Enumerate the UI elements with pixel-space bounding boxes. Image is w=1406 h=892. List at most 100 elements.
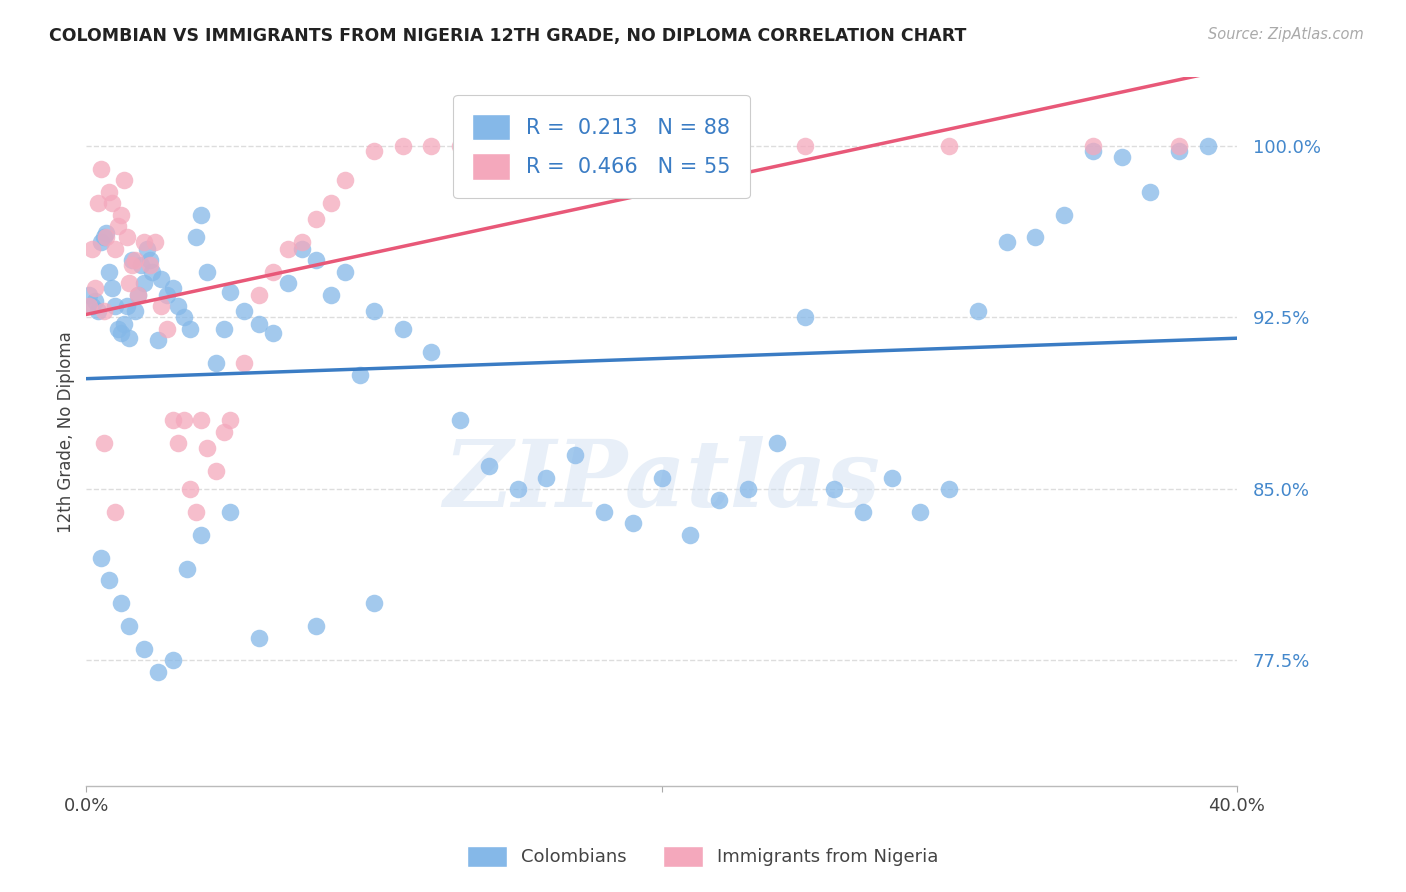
Point	[135, 242, 157, 256]
Point	[262, 265, 284, 279]
Point	[77, 287, 100, 301]
Point	[104, 299, 127, 313]
Point	[1081, 139, 1104, 153]
Point	[150, 299, 173, 313]
Point	[593, 139, 616, 153]
Point	[349, 368, 371, 382]
Point	[184, 505, 207, 519]
Point	[179, 482, 201, 496]
Point	[90, 161, 112, 176]
Point	[98, 265, 121, 279]
Point	[80, 299, 103, 313]
Y-axis label: 12th Grade, No Diploma: 12th Grade, No Diploma	[58, 331, 75, 533]
Point	[679, 527, 702, 541]
Point	[167, 436, 190, 450]
Point	[80, 242, 103, 256]
Point	[115, 230, 138, 244]
Point	[794, 310, 817, 325]
Legend: R =  0.213   N = 88, R =  0.466   N = 55: R = 0.213 N = 88, R = 0.466 N = 55	[453, 95, 749, 199]
Point	[319, 196, 342, 211]
Point	[118, 619, 141, 633]
Point	[96, 230, 118, 244]
Point	[190, 527, 212, 541]
Point	[162, 281, 184, 295]
Point	[101, 196, 124, 211]
Point	[127, 287, 149, 301]
Point	[132, 642, 155, 657]
Point	[233, 303, 256, 318]
Text: ZIPatlas: ZIPatlas	[443, 436, 880, 526]
Point	[132, 276, 155, 290]
Text: Source: ZipAtlas.com: Source: ZipAtlas.com	[1208, 27, 1364, 42]
Point	[112, 173, 135, 187]
Point	[214, 322, 236, 336]
Point	[363, 303, 385, 318]
Point	[219, 285, 242, 300]
Point	[593, 505, 616, 519]
Point	[852, 505, 875, 519]
Point	[277, 242, 299, 256]
Point	[84, 294, 107, 309]
Point	[112, 318, 135, 332]
Point	[90, 235, 112, 249]
Point	[1139, 185, 1161, 199]
Point	[391, 139, 413, 153]
Point	[98, 574, 121, 588]
Point	[190, 208, 212, 222]
Point	[305, 212, 328, 227]
Point	[204, 356, 226, 370]
Point	[391, 322, 413, 336]
Point	[247, 631, 270, 645]
Point	[262, 326, 284, 341]
Point	[765, 436, 787, 450]
Point	[96, 226, 118, 240]
Point	[93, 230, 115, 244]
Point	[363, 144, 385, 158]
Point	[87, 303, 110, 318]
Point	[138, 253, 160, 268]
Point	[127, 287, 149, 301]
Point	[121, 258, 143, 272]
Point	[110, 326, 132, 341]
Point	[107, 322, 129, 336]
Point	[150, 271, 173, 285]
Point	[219, 505, 242, 519]
Legend: Colombians, Immigrants from Nigeria: Colombians, Immigrants from Nigeria	[460, 838, 946, 874]
Point	[184, 230, 207, 244]
Point	[214, 425, 236, 439]
Point	[650, 470, 672, 484]
Point	[1197, 139, 1219, 153]
Point	[173, 310, 195, 325]
Point	[1081, 144, 1104, 158]
Point	[737, 482, 759, 496]
Point	[104, 242, 127, 256]
Point	[1024, 230, 1046, 244]
Point	[995, 235, 1018, 249]
Point	[107, 219, 129, 233]
Point	[506, 482, 529, 496]
Point	[129, 258, 152, 272]
Point	[162, 413, 184, 427]
Point	[478, 459, 501, 474]
Point	[118, 331, 141, 345]
Point	[190, 413, 212, 427]
Point	[124, 253, 146, 268]
Point	[506, 139, 529, 153]
Point	[319, 287, 342, 301]
Point	[1111, 151, 1133, 165]
Point	[162, 653, 184, 667]
Point	[148, 334, 170, 348]
Point	[363, 596, 385, 610]
Point	[115, 299, 138, 313]
Point	[823, 482, 845, 496]
Point	[179, 322, 201, 336]
Point	[707, 139, 730, 153]
Point	[156, 322, 179, 336]
Point	[564, 448, 586, 462]
Point	[195, 265, 218, 279]
Point	[90, 550, 112, 565]
Point	[233, 356, 256, 370]
Point	[141, 265, 163, 279]
Point	[910, 505, 932, 519]
Point	[449, 139, 471, 153]
